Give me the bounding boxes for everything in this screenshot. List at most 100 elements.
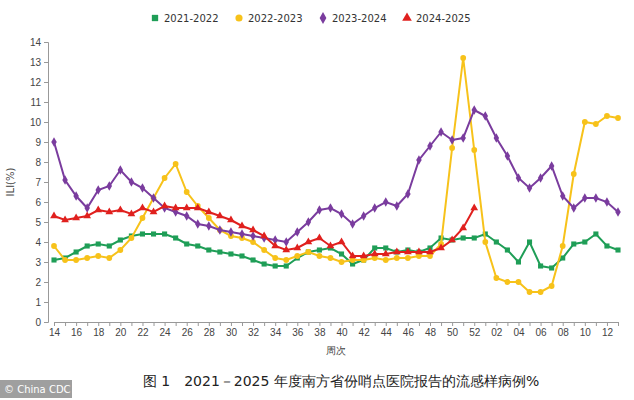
y-tick-mark <box>44 102 48 103</box>
marker <box>50 212 58 219</box>
y-tick: 5 <box>35 217 48 228</box>
x-tick: 16 <box>71 322 83 338</box>
x-tick <box>463 322 464 326</box>
x-tick-mark <box>530 322 531 326</box>
y-tick: 11 <box>31 97 48 108</box>
marker <box>360 252 368 259</box>
x-tick-mark <box>54 322 55 326</box>
legend-symbol <box>235 14 242 21</box>
marker <box>371 250 379 257</box>
marker <box>571 203 576 212</box>
marker <box>349 252 357 259</box>
marker <box>394 201 399 210</box>
y-tick-label: 4 <box>35 237 41 248</box>
x-tick-label: 30 <box>226 327 238 338</box>
x-tick: 44 <box>381 322 393 338</box>
marker <box>150 208 158 215</box>
marker <box>183 204 191 211</box>
marker <box>118 165 123 174</box>
x-tick-label: 16 <box>71 327 83 338</box>
marker <box>62 175 67 184</box>
marker <box>106 255 112 261</box>
marker <box>438 127 443 136</box>
marker <box>83 212 91 219</box>
x-tick: 12 <box>602 322 614 338</box>
y-tick-label: 12 <box>30 77 42 88</box>
marker <box>549 265 554 270</box>
x-tick <box>507 322 508 326</box>
x-tick-mark <box>419 322 420 326</box>
marker <box>129 177 134 186</box>
x-tick-label: 40 <box>336 327 348 338</box>
marker <box>282 246 290 253</box>
x-tick-label: 18 <box>93 327 105 338</box>
legend-symbol <box>402 12 412 20</box>
marker <box>173 235 178 240</box>
series-markers <box>50 202 478 259</box>
x-tick-mark <box>176 322 177 326</box>
marker <box>405 189 410 198</box>
x-tick-mark <box>253 322 254 326</box>
x-tick: 18 <box>93 322 105 338</box>
x-tick-label: 42 <box>359 327 371 338</box>
x-tick-label: 28 <box>204 327 216 338</box>
x-tick <box>154 322 155 326</box>
marker <box>151 193 156 202</box>
marker <box>61 216 69 223</box>
marker <box>294 253 300 259</box>
x-tick-mark <box>242 322 243 326</box>
marker <box>461 235 466 240</box>
marker <box>571 171 577 177</box>
marker <box>62 257 68 263</box>
marker <box>328 203 333 212</box>
x-tick-label: 36 <box>292 327 304 338</box>
x-tick <box>220 322 221 326</box>
x-tick-mark <box>552 322 553 326</box>
x-tick-mark <box>375 322 376 326</box>
legend-item: 2021-2022 <box>152 13 219 24</box>
marker <box>527 183 532 192</box>
y-tick-label: 6 <box>35 197 41 208</box>
x-tick <box>419 322 420 326</box>
x-tick-label: 02 <box>491 327 503 338</box>
x-tick-mark <box>386 322 387 326</box>
x-tick-label: 46 <box>403 327 415 338</box>
marker <box>85 243 90 248</box>
marker <box>172 204 180 211</box>
marker <box>139 204 147 211</box>
x-tick-mark <box>441 322 442 326</box>
x-tick: 30 <box>226 322 238 338</box>
legend-label: 2021-2022 <box>164 13 219 24</box>
y-axis-title: ILI(%) <box>5 168 16 197</box>
marker <box>73 257 79 263</box>
marker <box>459 224 467 231</box>
y-tick-label: 5 <box>35 217 41 228</box>
marker <box>593 231 598 236</box>
marker <box>471 105 476 114</box>
y-tick-label: 3 <box>35 257 41 268</box>
marker <box>283 237 288 246</box>
marker <box>74 249 79 254</box>
marker <box>304 238 312 245</box>
x-tick: 20 <box>115 322 127 338</box>
marker <box>273 263 278 268</box>
x-tick-mark <box>109 322 110 326</box>
marker <box>604 197 609 206</box>
x-tick: 32 <box>248 322 260 338</box>
x-tick: 08 <box>558 322 570 338</box>
marker <box>427 141 432 150</box>
x-tick: 06 <box>536 322 548 338</box>
marker <box>262 261 267 266</box>
marker <box>195 219 200 228</box>
x-axis-title: 周次 <box>326 345 346 356</box>
x-tick <box>264 322 265 326</box>
marker <box>582 119 588 125</box>
marker <box>228 251 233 256</box>
x-tick-mark <box>397 322 398 326</box>
x-tick: 24 <box>160 322 172 338</box>
y-tick-label: 1 <box>35 297 41 308</box>
x-tick-mark <box>65 322 66 326</box>
x-tick-mark <box>574 322 575 326</box>
x-tick-label: 44 <box>381 327 393 338</box>
marker <box>449 135 454 144</box>
